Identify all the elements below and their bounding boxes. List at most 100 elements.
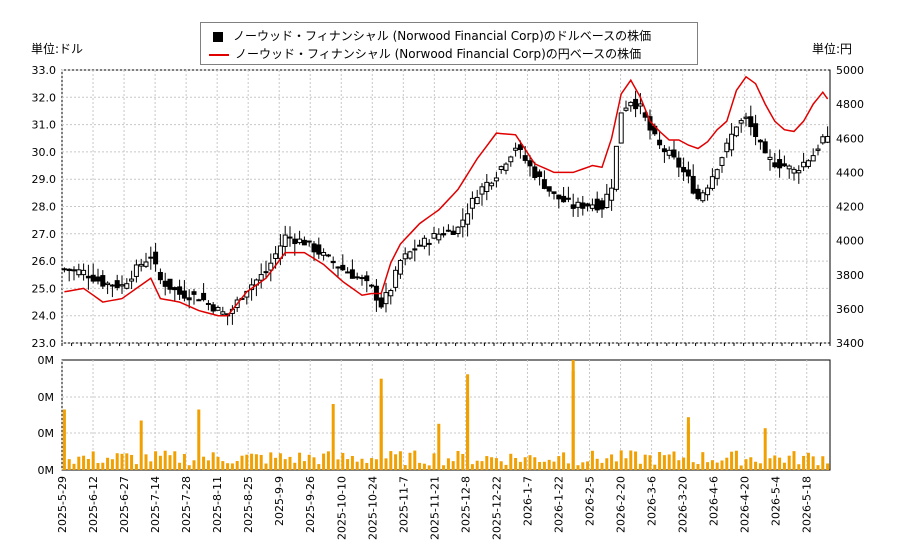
volume-bar bbox=[408, 452, 412, 470]
volume-bar bbox=[106, 457, 110, 470]
volume-bar bbox=[763, 428, 767, 470]
candle-body bbox=[100, 275, 106, 287]
candle-body bbox=[757, 139, 763, 143]
volume-bar bbox=[125, 453, 129, 470]
date-tick-label: 2026-1-7 bbox=[521, 476, 534, 526]
volume-bar bbox=[230, 463, 234, 470]
candle-body bbox=[541, 179, 547, 189]
candle-body bbox=[508, 156, 514, 163]
volume-bar bbox=[120, 453, 124, 470]
volume-bar bbox=[485, 456, 489, 470]
volume-bar bbox=[360, 458, 364, 470]
volume-bar bbox=[317, 464, 321, 470]
candle-body bbox=[604, 193, 610, 208]
volume-bar bbox=[706, 462, 710, 470]
candle-body bbox=[90, 274, 96, 282]
candle-body bbox=[681, 167, 687, 173]
volume-bar bbox=[432, 453, 436, 470]
volume-bar bbox=[701, 452, 705, 470]
candle-body bbox=[436, 233, 442, 241]
volume-bar bbox=[374, 459, 378, 470]
candle-body bbox=[527, 160, 533, 167]
volume-bar bbox=[782, 462, 786, 470]
volume-bar bbox=[662, 455, 666, 470]
candle-body bbox=[537, 171, 543, 178]
candle-body bbox=[503, 163, 509, 171]
right-tick-label: 4400 bbox=[836, 166, 864, 179]
volume-bar bbox=[754, 461, 758, 470]
candle-body bbox=[623, 107, 629, 111]
candle-body bbox=[580, 202, 586, 209]
candle-body bbox=[61, 268, 67, 271]
candle-body bbox=[796, 170, 802, 174]
volume-bar bbox=[197, 409, 201, 470]
volume-bar bbox=[427, 465, 431, 470]
candle-body bbox=[114, 280, 120, 288]
volume-bar bbox=[331, 404, 335, 470]
candle-body bbox=[685, 169, 691, 177]
candlestick-series bbox=[61, 90, 831, 326]
volume-bar bbox=[163, 450, 167, 470]
candle-body bbox=[421, 237, 427, 247]
candle-body bbox=[431, 233, 437, 239]
date-tick-label: 2025-11-21 bbox=[428, 476, 441, 540]
volume-bar bbox=[130, 454, 134, 470]
candle-body bbox=[210, 304, 216, 312]
volume-bar bbox=[451, 461, 455, 470]
candle-body bbox=[205, 302, 211, 305]
date-tick-label: 2025-12-22 bbox=[490, 476, 503, 540]
volume-bar bbox=[787, 455, 791, 470]
volume-bar bbox=[629, 450, 633, 470]
volume-bar bbox=[686, 417, 690, 470]
candle-body bbox=[570, 204, 576, 209]
left-tick-label: 31.0 bbox=[32, 119, 57, 132]
candle-body bbox=[167, 278, 173, 290]
volume-bar bbox=[158, 455, 162, 470]
legend: ノーウッド・フィナンシャル (Norwood Financial Corp)のド… bbox=[200, 22, 698, 65]
volume-tick-label: 0M bbox=[38, 464, 55, 477]
candle-body bbox=[690, 175, 696, 194]
volume-bar bbox=[149, 461, 153, 470]
candle-body bbox=[709, 176, 715, 189]
volume-bar bbox=[547, 459, 551, 470]
candle-body bbox=[81, 269, 87, 276]
candle-body bbox=[412, 248, 418, 251]
volume-bar bbox=[269, 452, 273, 470]
date-tick-label: 2026-2-5 bbox=[584, 476, 597, 526]
date-tick-label: 2025-10-10 bbox=[335, 476, 348, 540]
volume-bar bbox=[691, 462, 695, 470]
volume-bar bbox=[624, 458, 628, 470]
volume-bar bbox=[466, 397, 470, 470]
volume-bar bbox=[216, 456, 220, 470]
candle-body bbox=[517, 144, 523, 151]
candle-body bbox=[388, 290, 394, 297]
candle-body bbox=[349, 269, 355, 279]
volume-bar bbox=[638, 463, 642, 470]
date-tick-label: 2025-7-28 bbox=[180, 476, 193, 533]
candle-body bbox=[330, 260, 336, 264]
volume-bar bbox=[504, 464, 508, 470]
left-tick-label: 33.0 bbox=[32, 64, 57, 77]
volume-bar bbox=[437, 423, 441, 470]
candle-body bbox=[186, 297, 192, 301]
candle-body bbox=[426, 242, 432, 245]
volume-bar bbox=[571, 360, 575, 470]
candle-body bbox=[177, 286, 183, 295]
candle-body bbox=[609, 187, 615, 201]
volume-bar bbox=[389, 451, 393, 470]
volume-bar bbox=[379, 398, 383, 470]
candle-body bbox=[772, 162, 778, 168]
volume-bar bbox=[173, 451, 177, 470]
volume-bar bbox=[710, 460, 714, 470]
candle-body bbox=[76, 269, 82, 276]
volume-bar bbox=[581, 462, 585, 470]
volume-bar bbox=[739, 465, 743, 470]
volume-bar bbox=[802, 455, 806, 470]
candle-body bbox=[676, 157, 682, 168]
date-tick-label: 2025-8-25 bbox=[242, 476, 255, 533]
left-tick-label: 32.0 bbox=[32, 91, 57, 104]
date-tick-label: 2026-4-20 bbox=[739, 476, 752, 533]
candle-body bbox=[407, 251, 413, 259]
candle-body bbox=[383, 292, 389, 305]
volume-bar bbox=[96, 463, 100, 470]
